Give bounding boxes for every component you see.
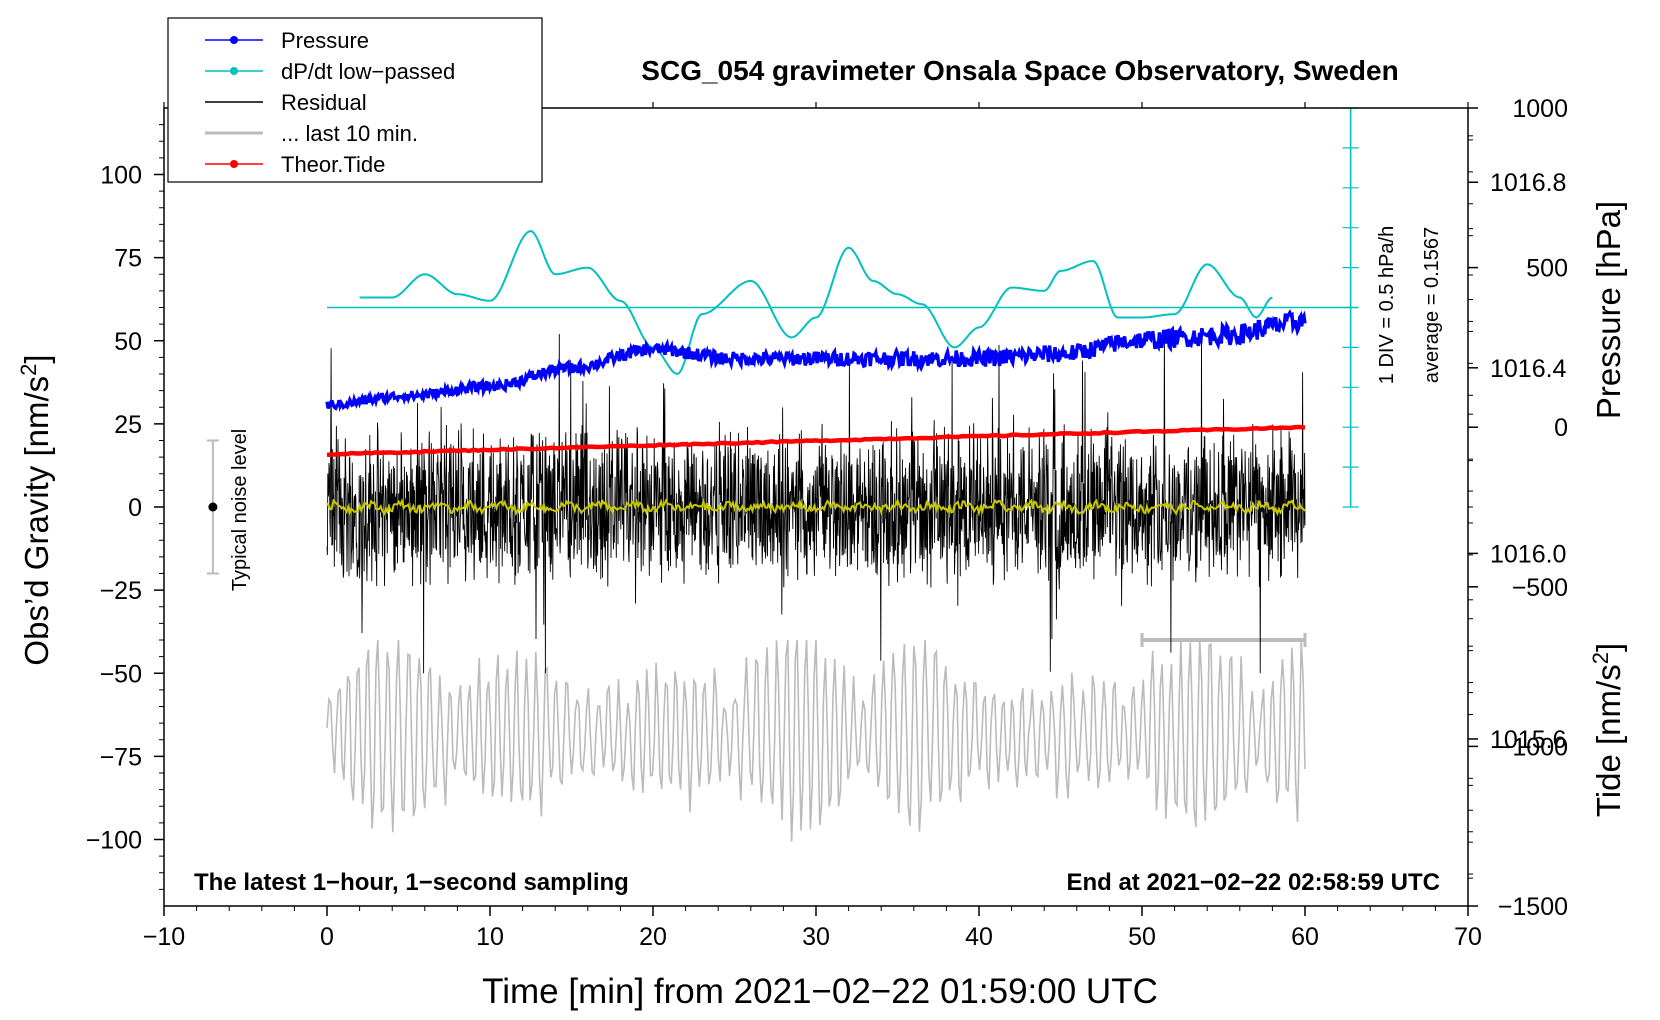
legend-marker: [230, 160, 238, 168]
legend-label: Theor.Tide: [281, 152, 385, 177]
x-axis-label: Time [min] from 2021−02−22 01:59:00 UTC: [482, 972, 1158, 1011]
tide-tick-label: −500: [1512, 574, 1568, 602]
pressure-series-line: [325, 308, 1307, 413]
y-tick-label: 0: [128, 494, 142, 522]
noise-level-label: Typical noise level: [229, 429, 251, 591]
y-axis-label-tide: Tide [nm/s2]: [1588, 643, 1628, 817]
tide-series-line: [326, 424, 1306, 458]
y-tick-label: −100: [86, 827, 142, 855]
chart-title: SCG_054 gravimeter Onsala Space Observat…: [641, 55, 1398, 86]
x-tick-label: 70: [1454, 923, 1482, 951]
x-tick-label: 30: [802, 923, 830, 951]
y-axis-label-gravity: Obs’d Gravity [nm/s2]: [16, 354, 56, 665]
dpdt-series-line: [359, 229, 1273, 375]
y-tick-label: 50: [114, 328, 142, 356]
tide-tick-label: −1000: [1498, 733, 1568, 761]
x-tick-label: 0: [320, 923, 334, 951]
noise-level-dot: [208, 502, 218, 512]
tide-tick-label: 500: [1526, 255, 1568, 283]
chart-text-layer: SCG_054 gravimeter Onsala Space Observat…: [16, 55, 1628, 1011]
x-tick-label: −10: [143, 923, 185, 951]
legend-label: Pressure: [281, 28, 369, 53]
chart-axes-layer: −10 0 10 20 30 40 50 60 70−100−75−50−25025507510…: [86, 95, 1568, 951]
x-tick-label: 50: [1128, 923, 1156, 951]
annotation-bottom-right: End at 2021−02−22 02:58:59 UTC: [1066, 869, 1440, 896]
residual-smoothed-line: [326, 497, 1306, 517]
pressure-tick-label: 1015.6: [1490, 726, 1566, 754]
y-tick-label: −50: [100, 660, 142, 688]
tide-tick-label: 0: [1554, 414, 1568, 442]
legend-label: dP/dt low−passed: [281, 59, 455, 84]
y-tick-label: 75: [114, 245, 142, 273]
x-tick-label: 60: [1291, 923, 1319, 951]
y-tick-label: 100: [100, 162, 142, 190]
average-label: average = 0.1567: [1421, 227, 1443, 383]
y-tick-label: −25: [100, 577, 142, 605]
annotation-bottom-left: The latest 1−hour, 1−second sampling: [194, 869, 629, 896]
legend-marker: [230, 36, 238, 44]
x-tick-label: 40: [965, 923, 993, 951]
x-tick-label: 20: [639, 923, 667, 951]
scale-div-label: 1 DIV = 0.5 hPa/h: [1376, 226, 1398, 384]
pressure-tick-label: 1016.8: [1490, 169, 1566, 197]
residual-series-line: [326, 334, 1306, 674]
legend: Pressure dP/dt low−passed Residual ... last…: [167, 17, 543, 183]
pressure-tick-label: 1016.0: [1490, 540, 1566, 568]
last10-series-line: [326, 639, 1306, 842]
x-tick-label: 10: [476, 923, 504, 951]
y-tick-label: 25: [114, 411, 142, 439]
y-tick-label: −75: [100, 743, 142, 771]
legend-box: [167, 17, 543, 183]
pressure-tick-label: 1016.4: [1490, 355, 1567, 383]
tide-tick-label: −1500: [1498, 893, 1568, 921]
legend-label: ... last 10 min.: [281, 121, 418, 146]
tide-tick-label: 1000: [1512, 95, 1568, 123]
legend-label: Residual: [281, 90, 367, 115]
y-axis-label-pressure: Pressure [hPa]: [1590, 201, 1627, 419]
legend-marker: [230, 67, 238, 75]
chart-series-layer: [206, 107, 1359, 842]
